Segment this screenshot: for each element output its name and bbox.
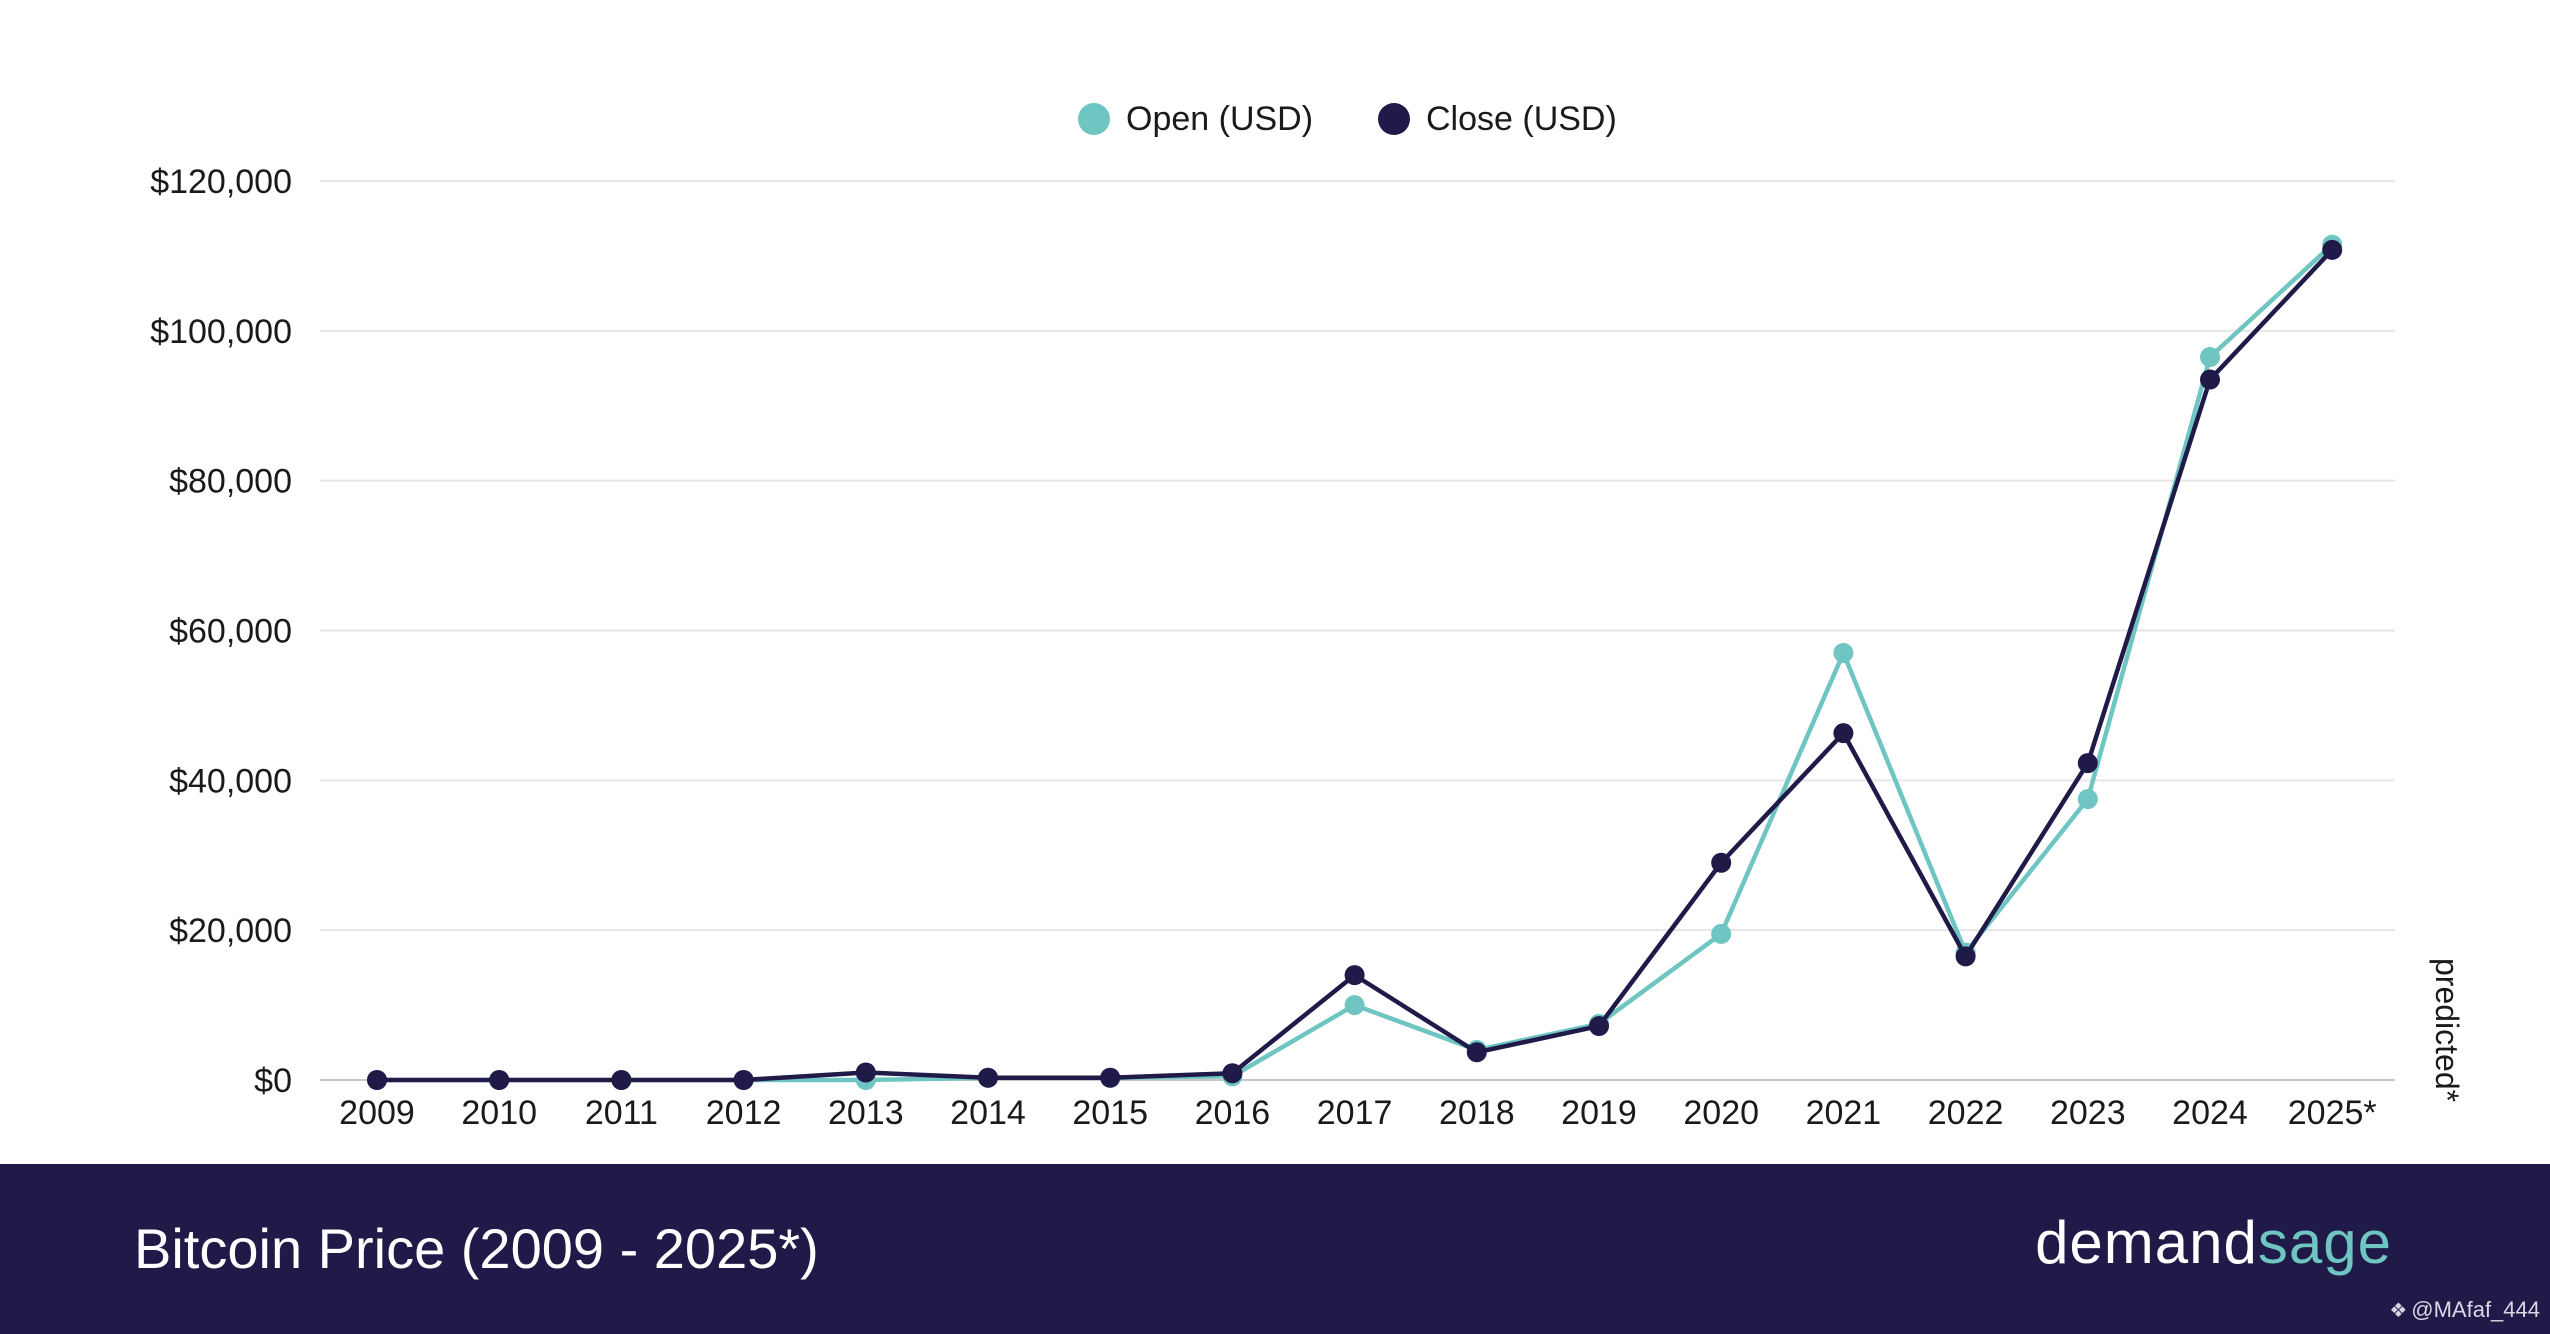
data-point <box>2200 369 2220 390</box>
x-tick-label: 2017 <box>1317 1094 1393 1132</box>
diamond-logo-icon: ❖ <box>2389 1300 2408 1322</box>
x-tick-label: 2013 <box>828 1094 904 1132</box>
data-point <box>1344 965 1365 986</box>
data-point <box>489 1070 510 1090</box>
x-tick-label: 2019 <box>1561 1094 1637 1132</box>
data-point <box>1589 1016 1609 1037</box>
legend: Open (USD) Close (USD) <box>1078 100 1617 138</box>
x-tick-label: 2025* <box>2288 1094 2377 1132</box>
brand-text-demand: demand <box>2035 1209 2258 1276</box>
legend-marker <box>1378 103 1410 135</box>
series-group <box>367 234 2343 1090</box>
x-tick-label: 2015 <box>1072 1094 1148 1132</box>
data-point <box>855 1062 876 1083</box>
legend-label: Open (USD) <box>1126 100 1313 138</box>
x-tick-label: 2020 <box>1683 1094 1759 1132</box>
legend-label: Close (USD) <box>1426 100 1617 138</box>
y-axis-ticks: $120,000 $100,000 $80,000 $60,000 $40,000 $20… <box>150 163 292 1100</box>
x-tick-label: 2016 <box>1195 1094 1271 1132</box>
brand-text-sage: sage <box>2257 1209 2392 1276</box>
x-axis-ticks: 2009 2010 2011 2012 2013 2014 2015 2016 2017 2018… <box>339 1094 2376 1132</box>
x-tick-label: 2012 <box>706 1094 782 1132</box>
data-point <box>1711 852 1732 873</box>
line-chart: $120,000 $100,000 $80,000 $60,000 $40,000 $20… <box>150 100 2465 1132</box>
series-close <box>367 239 2343 1090</box>
data-point <box>1833 723 1854 744</box>
series-line <box>377 243 2334 1083</box>
x-tick-label: 2009 <box>339 1094 415 1132</box>
y-tick-label: $40,000 <box>169 762 292 800</box>
y-tick-label: $20,000 <box>169 912 292 950</box>
x-tick-label: 2024 <box>2172 1094 2248 1132</box>
watermark-text: @MAfaf_444 <box>2411 1297 2540 1322</box>
brand-logo: demandsage <box>2035 1206 2392 1280</box>
y-tick-label: $120,000 <box>150 163 292 201</box>
predicted-note: predicted* <box>2429 958 2465 1102</box>
data-point <box>1466 1042 1487 1063</box>
y-tick-label: $80,000 <box>169 463 292 501</box>
data-point <box>2322 239 2343 260</box>
watermark: ❖ @MAfaf_444 <box>2389 1295 2540 1326</box>
data-point <box>2200 347 2220 368</box>
y-tick-label: $100,000 <box>150 313 292 351</box>
x-tick-label: 2014 <box>950 1094 1026 1132</box>
data-point <box>1100 1067 1121 1088</box>
data-point <box>1833 642 1854 663</box>
x-tick-label: 2010 <box>461 1094 537 1132</box>
data-point <box>1344 995 1365 1016</box>
x-tick-label: 2023 <box>2050 1094 2126 1132</box>
series-open <box>367 234 2343 1090</box>
y-tick-label: $0 <box>254 1062 292 1100</box>
x-tick-label: 2022 <box>1928 1094 2004 1132</box>
data-point <box>1222 1063 1243 1084</box>
data-point <box>2077 789 2098 810</box>
data-point <box>611 1070 632 1090</box>
data-point <box>367 1070 387 1090</box>
data-point <box>978 1067 998 1088</box>
chart-title: Bitcoin Price (2009 - 2025*) <box>134 1217 819 1280</box>
x-tick-label: 2021 <box>1806 1094 1882 1132</box>
legend-marker <box>1078 103 1110 135</box>
data-point <box>1955 946 1976 967</box>
x-tick-label: 2018 <box>1439 1094 1515 1132</box>
x-tick-label: 2011 <box>585 1094 658 1132</box>
data-point <box>733 1070 754 1090</box>
data-point <box>2077 753 2098 774</box>
data-point <box>1711 923 1732 944</box>
grid-lines <box>320 180 2395 932</box>
series-line <box>377 248 2334 1083</box>
footer-banner: Bitcoin Price (2009 - 2025*) demandsage … <box>0 1164 2550 1334</box>
y-tick-label: $60,000 <box>169 613 292 651</box>
